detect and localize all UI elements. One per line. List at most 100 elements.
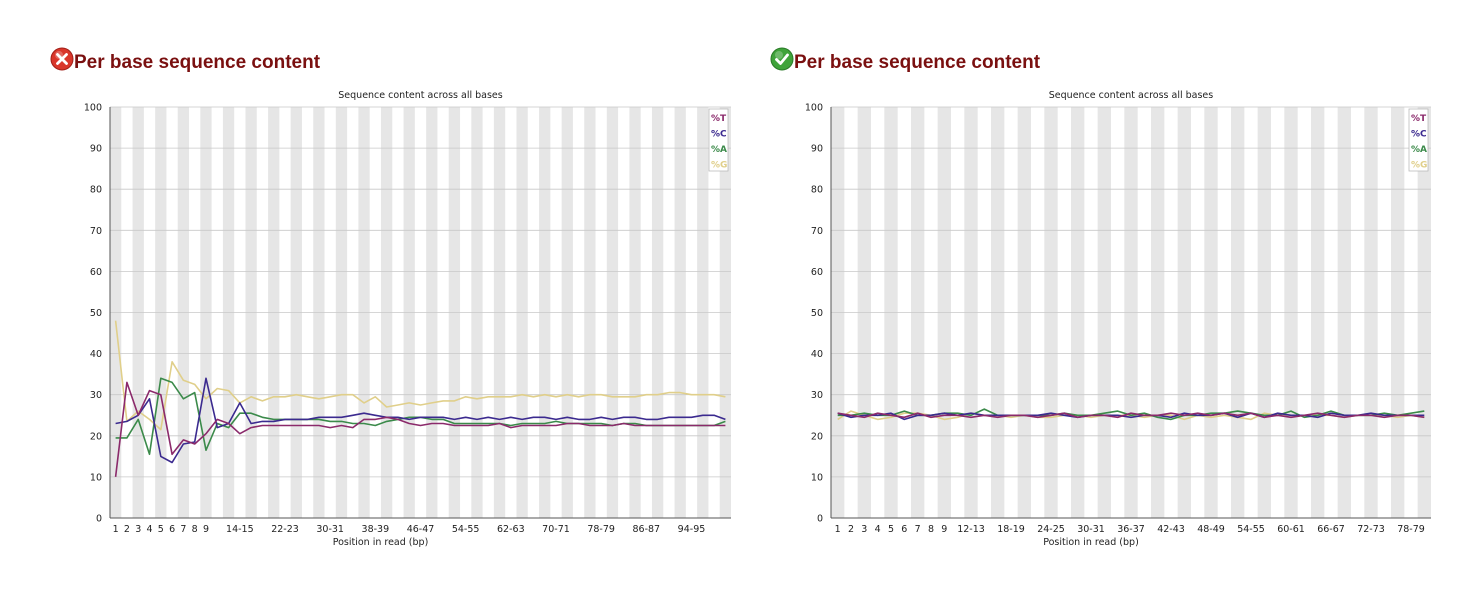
x-tick-label: 6 xyxy=(169,524,175,535)
legend: %T %C %A %G xyxy=(708,108,729,172)
legend-entry-g: %G xyxy=(711,161,727,171)
legend-entry-a: %A xyxy=(1411,145,1427,155)
x-tick-label: 22-23 xyxy=(271,524,299,535)
y-tick-label: 100 xyxy=(84,103,102,114)
x-tick-label: 2 xyxy=(848,524,854,535)
chart-title: Sequence content across all bases xyxy=(338,90,503,101)
y-tick-label: 70 xyxy=(90,226,102,237)
y-tick-label: 80 xyxy=(811,185,823,196)
section-heading-text: Per base sequence content xyxy=(794,52,1041,73)
legend-box xyxy=(1408,108,1429,172)
x-tick-label: 72-73 xyxy=(1357,524,1385,535)
y-tick-label: 50 xyxy=(811,308,823,319)
x-tick-label: 4 xyxy=(146,524,152,535)
y-tick-label: 30 xyxy=(811,390,823,401)
x-tick-label: 18-19 xyxy=(997,524,1025,535)
x-tick-label: 8 xyxy=(192,524,198,535)
y-tick-label: 20 xyxy=(90,431,102,442)
x-tick-label: 54-55 xyxy=(1237,524,1265,535)
y-tick-label: 100 xyxy=(805,103,823,114)
y-tick-label: 30 xyxy=(90,390,102,401)
legend-entry-c: %C xyxy=(1411,130,1427,140)
x-axis-label: Position in read (bp) xyxy=(1043,537,1139,548)
x-tick-label: 6 xyxy=(901,524,907,535)
x-tick-label: 3 xyxy=(861,524,867,535)
y-tick-label: 0 xyxy=(817,514,823,525)
x-tick-label: 7 xyxy=(915,524,921,535)
x-tick-label: 5 xyxy=(888,524,894,535)
x-tick-label: 1 xyxy=(835,524,841,535)
section-heading: Per base sequence content xyxy=(50,44,320,74)
y-tick-label: 50 xyxy=(90,308,102,319)
check-icon xyxy=(770,47,794,71)
y-tick-label: 90 xyxy=(811,144,823,155)
y-tick-label: 0 xyxy=(96,514,102,525)
legend-entry-a: %A xyxy=(711,145,727,155)
series-line-t xyxy=(114,381,726,477)
y-tick-label: 40 xyxy=(811,349,823,360)
y-tick-label: 20 xyxy=(811,431,823,442)
x-tick-label: 48-49 xyxy=(1197,524,1225,535)
x-tick-label: 24-25 xyxy=(1037,524,1065,535)
x-tick-label: 36-37 xyxy=(1117,524,1145,535)
legend: %T %C %A %G xyxy=(1408,108,1429,172)
x-tick-labels: 1 2 3 4 5 6 7 8 9 12-13 18-19 24-25 30-31 36-37 42-43 4… xyxy=(835,524,1425,535)
x-tick-label: 86-87 xyxy=(633,524,661,535)
y-tick-labels: 0 10 20 30 40 50 60 70 80 90 100 xyxy=(84,103,102,525)
y-tick-label: 10 xyxy=(811,472,823,483)
chart-panel-pass: Per base sequence content Sequence conte… xyxy=(734,0,1468,606)
series-lines xyxy=(114,320,726,477)
x-tick-label: 78-79 xyxy=(1397,524,1425,535)
y-tick-label: 40 xyxy=(90,349,102,360)
series-line-t xyxy=(837,412,1425,419)
chart-title: Sequence content across all bases xyxy=(1049,90,1214,101)
x-tick-label: 8 xyxy=(928,524,934,535)
x-tick-label: 7 xyxy=(180,524,186,535)
y-tick-label: 90 xyxy=(90,144,102,155)
series-lines xyxy=(837,408,1425,421)
sequence-content-chart: Sequence content across all bases0102030… xyxy=(84,90,731,548)
legend-box xyxy=(708,108,729,172)
x-tick-label: 3 xyxy=(135,524,141,535)
section-heading: Per base sequence content xyxy=(770,44,1040,74)
x-tick-label: 62-63 xyxy=(497,524,525,535)
chart-panel-fail: Per base sequence content Sequence conte… xyxy=(50,44,731,548)
x-tick-label: 66-67 xyxy=(1317,524,1345,535)
x-tick-label: 1 xyxy=(113,524,119,535)
y-tick-label: 70 xyxy=(811,226,823,237)
x-tick-label: 12-13 xyxy=(957,524,985,535)
x-tick-label: 30-31 xyxy=(316,524,344,535)
x-tick-label: 9 xyxy=(941,524,947,535)
gridlines xyxy=(110,106,731,519)
series-line-g xyxy=(114,320,726,431)
x-tick-label: 9 xyxy=(203,524,209,535)
x-tick-label: 54-55 xyxy=(452,524,480,535)
y-tick-labels: 0 10 20 30 40 50 60 70 80 90 100 xyxy=(805,103,823,525)
x-tick-label: 78-79 xyxy=(587,524,615,535)
x-tick-labels: 1 2 3 4 5 6 7 8 9 14-15 22-23 30-31 38-39 46-47 54-55 6… xyxy=(113,524,706,535)
sequence-content-chart: Sequence content across all bases0102030… xyxy=(805,90,1431,548)
x-tick-label: 5 xyxy=(158,524,164,535)
x-tick-label: 60-61 xyxy=(1277,524,1305,535)
y-tick-label: 60 xyxy=(811,267,823,278)
y-tick-label: 80 xyxy=(90,185,102,196)
x-tick-label: 42-43 xyxy=(1157,524,1185,535)
section-heading-text: Per base sequence content xyxy=(74,52,321,73)
y-tick-label: 10 xyxy=(90,472,102,483)
legend-entry-g: %G xyxy=(1411,161,1427,171)
x-tick-label: 94-95 xyxy=(678,524,706,535)
x-tick-label: 38-39 xyxy=(362,524,390,535)
legend-entry-t: %T xyxy=(1411,114,1427,124)
x-axis-label: Position in read (bp) xyxy=(333,537,429,548)
x-tick-label: 2 xyxy=(124,524,130,535)
x-tick-label: 46-47 xyxy=(407,524,435,535)
x-tick-label: 14-15 xyxy=(226,524,254,535)
x-tick-label: 70-71 xyxy=(542,524,570,535)
legend-entry-t: %T xyxy=(711,114,727,124)
series-line-c xyxy=(115,377,726,464)
y-tick-label: 60 xyxy=(90,267,102,278)
error-icon xyxy=(50,47,74,71)
x-tick-label: 30-31 xyxy=(1077,524,1105,535)
legend-entry-c: %C xyxy=(711,130,727,140)
x-tick-label: 4 xyxy=(875,524,881,535)
